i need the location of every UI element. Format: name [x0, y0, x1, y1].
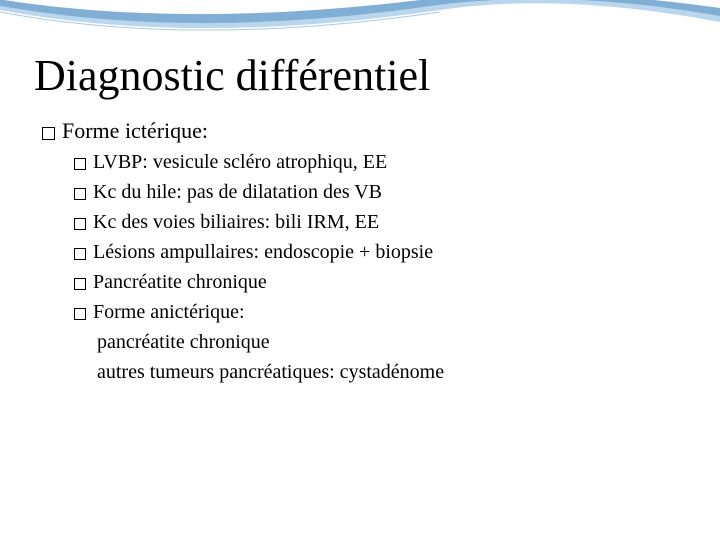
list-item: Forme anictérique:	[74, 297, 690, 327]
square-bullet-icon	[42, 127, 55, 140]
plain-text-line: pancréatite chronique	[97, 327, 690, 357]
list-item-text: Pancréatite chronique	[93, 267, 267, 297]
list-item-text: Kc des voies biliaires: bili IRM, EE	[93, 207, 379, 237]
square-bullet-icon	[74, 248, 86, 260]
list-item: Kc du hile: pas de dilatation des VB	[74, 177, 690, 207]
square-bullet-icon	[74, 278, 86, 290]
slide-title: Diagnostic différentiel	[34, 52, 690, 100]
list-item: Lésions ampullaires: endoscopie + biopsi…	[74, 237, 690, 267]
bullet-level-2: LVBP: vesicule scléro atrophiqu, EE Kc d…	[74, 147, 690, 327]
square-bullet-icon	[74, 218, 86, 230]
square-bullet-icon	[74, 188, 86, 200]
list-item-text: Lésions ampullaires: endoscopie + biopsi…	[93, 237, 433, 267]
list-item-text: LVBP: vesicule scléro atrophiqu, EE	[93, 147, 387, 177]
list-item: LVBP: vesicule scléro atrophiqu, EE	[74, 147, 690, 177]
list-item-text: Forme anictérique:	[93, 297, 245, 327]
list-item: Pancréatite chronique	[74, 267, 690, 297]
list-item: Forme ictérique:	[42, 114, 690, 147]
list-item-text: Forme ictérique:	[62, 114, 208, 147]
square-bullet-icon	[74, 158, 86, 170]
slide-container: Diagnostic différentiel Forme ictérique:…	[0, 0, 720, 540]
square-bullet-icon	[74, 308, 86, 320]
bullet-level-1: Forme ictérique:	[42, 114, 690, 147]
list-item: Kc des voies biliaires: bili IRM, EE	[74, 207, 690, 237]
plain-text-line: autres tumeurs pancréatiques: cystadénom…	[97, 357, 690, 387]
list-item-text: Kc du hile: pas de dilatation des VB	[93, 177, 382, 207]
